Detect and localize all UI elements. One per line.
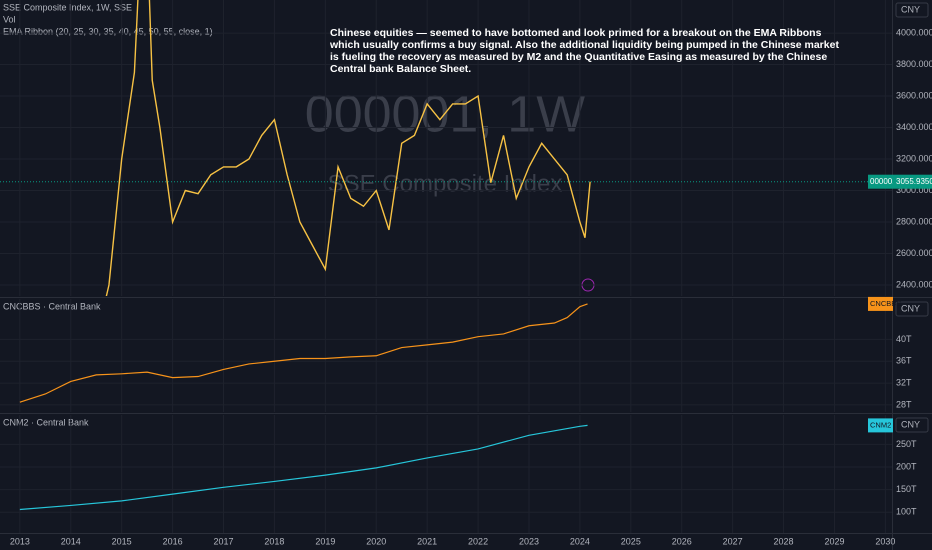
x-tick-label: 2018 bbox=[264, 536, 284, 546]
y-tick-label: 200T bbox=[896, 461, 917, 471]
x-tick-label: 2027 bbox=[723, 536, 743, 546]
x-tick-label: 2024 bbox=[570, 536, 590, 546]
x-tick-label: 2021 bbox=[417, 536, 437, 546]
y-tick-label: 4000.0000 bbox=[896, 27, 932, 37]
currency-label: CNY bbox=[901, 4, 920, 14]
y-tick-label: 3600.0000 bbox=[896, 90, 932, 100]
indicator-label: Vol bbox=[3, 14, 16, 24]
y-tick-label: 32T bbox=[896, 377, 912, 387]
y-tick-label: 250T bbox=[896, 439, 917, 449]
watermark-symbol: 000001, 1W bbox=[305, 86, 585, 144]
x-tick-label: 2013 bbox=[10, 536, 30, 546]
annotation: Chinese equities — seemed to have bottom… bbox=[330, 27, 839, 75]
x-tick-label: 2030 bbox=[875, 536, 895, 546]
x-tick-label: 2019 bbox=[315, 536, 335, 546]
currency-box bbox=[895, 417, 929, 433]
x-tick-label: 2016 bbox=[163, 536, 183, 546]
x-tick-label: 2022 bbox=[468, 536, 488, 546]
y-tick-label: 28T bbox=[896, 399, 912, 409]
x-tick-label: 2015 bbox=[112, 536, 132, 546]
currency-box bbox=[895, 2, 929, 18]
x-tick-label: 2029 bbox=[824, 536, 844, 546]
chart-title: SSE Composite Index, 1W, SSE bbox=[3, 2, 132, 12]
currency-label: CNY bbox=[901, 419, 920, 429]
y-tick-label: 2400.0000 bbox=[896, 279, 932, 289]
currency-box bbox=[895, 301, 929, 317]
y-tick-label: 3400.0000 bbox=[896, 122, 932, 132]
symbol-tag-label: 000001 bbox=[870, 177, 897, 186]
y-tick-label: 150T bbox=[896, 484, 917, 494]
pane-title: CNM2 · Central Bank bbox=[3, 417, 89, 427]
y-tick-label: 3000.0000 bbox=[896, 185, 932, 195]
x-tick-label: 2014 bbox=[61, 536, 81, 546]
y-tick-label: 3200.0000 bbox=[896, 153, 932, 163]
series-line bbox=[19, 424, 588, 511]
pane-title: CNCBBS · Central Bank bbox=[3, 301, 101, 311]
watermark-name: SSE Composite Index bbox=[328, 170, 563, 197]
series-tag bbox=[868, 418, 893, 433]
series-tag-label: CNM2 bbox=[870, 420, 891, 429]
x-tick-label: 2026 bbox=[672, 536, 692, 546]
series-tag-label: CNCBBS bbox=[870, 299, 901, 308]
price-tag bbox=[893, 174, 932, 189]
y-tick-label: 2600.0000 bbox=[896, 248, 932, 258]
indicator-label: EMA Ribbon (20, 25, 30, 35, 40, 45, 50, … bbox=[3, 26, 213, 36]
x-tick-label: 2025 bbox=[621, 536, 641, 546]
y-tick-label: 2800.0000 bbox=[896, 216, 932, 226]
y-tick-label: 36T bbox=[896, 356, 912, 366]
x-tick-label: 2020 bbox=[366, 536, 386, 546]
x-tick-label: 2023 bbox=[519, 536, 539, 546]
symbol-tag bbox=[868, 174, 893, 189]
x-tick-label: 2028 bbox=[774, 536, 794, 546]
price-tag-label: 3055.9350 bbox=[896, 177, 932, 186]
currency-label: CNY bbox=[901, 303, 920, 313]
series-line bbox=[105, 0, 591, 296]
series-tag bbox=[868, 296, 893, 311]
y-tick-label: 3800.0000 bbox=[896, 59, 932, 69]
y-tick-label: 40T bbox=[896, 334, 912, 344]
x-tick-label: 2017 bbox=[213, 536, 233, 546]
series-line bbox=[19, 303, 588, 403]
y-tick-label: 100T bbox=[896, 507, 917, 517]
